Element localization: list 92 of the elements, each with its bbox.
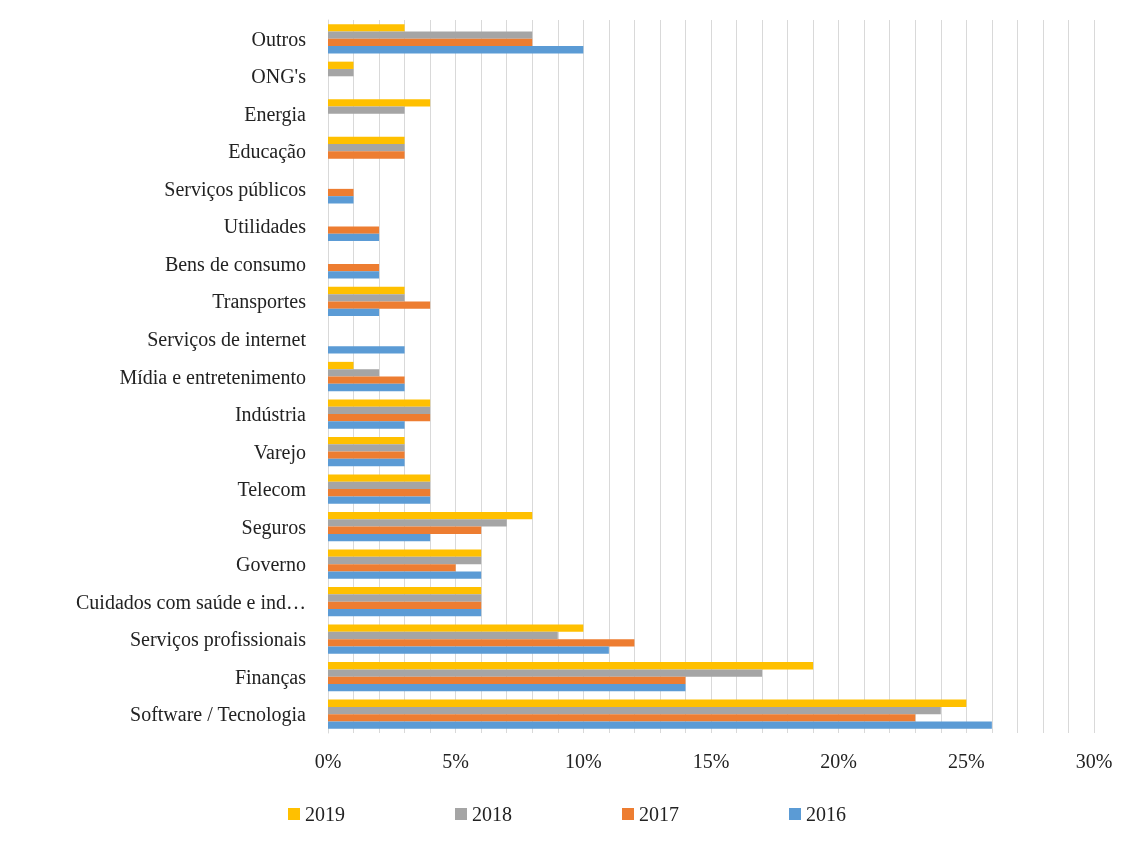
y-tick-label: Serviços profissionais <box>129 628 307 652</box>
y-tick-label: Software / Tecnologia <box>130 703 307 727</box>
y-tick-label: Telecom <box>237 478 307 501</box>
bar <box>328 271 380 279</box>
bar <box>328 549 482 557</box>
bar <box>328 624 584 632</box>
bar <box>328 263 380 272</box>
bar <box>328 399 431 407</box>
bar <box>328 608 482 617</box>
bar <box>328 444 405 452</box>
bar <box>328 451 405 459</box>
bar <box>328 571 482 579</box>
bar <box>328 556 482 565</box>
bar <box>328 669 763 677</box>
y-tick-label: Seguros <box>241 515 307 539</box>
y-tick-label: Governo <box>236 553 306 576</box>
bar <box>328 496 431 504</box>
bar <box>328 24 405 32</box>
bar <box>328 714 916 722</box>
bar <box>328 489 431 497</box>
bar <box>328 519 507 527</box>
x-tick-label: 0% <box>314 750 342 772</box>
bar <box>328 646 609 654</box>
bar <box>328 346 405 354</box>
bar <box>328 676 686 685</box>
x-tick-label: 30% <box>1075 750 1113 772</box>
y-tick-label: Cuidados com saúde e ind… <box>76 590 306 613</box>
bar <box>328 61 354 69</box>
bar <box>328 106 405 114</box>
bar <box>328 151 405 159</box>
y-tick-label: Finanças <box>234 665 307 689</box>
bar <box>328 414 431 422</box>
y-tick-label: Educação <box>228 140 306 164</box>
x-tick-label: 10% <box>565 750 602 772</box>
bar <box>328 526 482 534</box>
bar <box>328 721 992 729</box>
bar <box>328 383 405 392</box>
bar <box>328 376 405 384</box>
bar <box>328 188 354 197</box>
y-tick-label: Energia <box>244 102 307 126</box>
bar <box>328 481 431 490</box>
bar <box>328 594 482 602</box>
bar <box>328 308 380 317</box>
bar <box>328 38 533 47</box>
bar <box>328 474 431 482</box>
y-tick-label: Mídia e entretenimento <box>119 365 306 388</box>
legend-label: 2017 <box>639 803 679 825</box>
y-tick-label: Serviços públicos <box>164 177 307 201</box>
legend-label: 2018 <box>472 803 512 825</box>
legend-label: 2019 <box>305 803 345 825</box>
y-tick-label: Serviços de internet <box>147 327 307 351</box>
bar <box>328 511 533 520</box>
bar <box>328 662 814 670</box>
x-tick-label: 5% <box>442 750 469 772</box>
bar <box>328 639 635 647</box>
bar <box>328 587 482 595</box>
bar <box>328 286 405 295</box>
bar <box>328 144 405 152</box>
bar <box>328 684 686 692</box>
bar <box>328 99 431 107</box>
y-tick-label: Utilidades <box>223 215 307 238</box>
bar <box>328 601 482 609</box>
y-tick-label: Outros <box>251 27 307 50</box>
bar <box>328 233 380 242</box>
bar <box>328 31 533 39</box>
bar <box>328 226 380 234</box>
x-tick-label: 15% <box>692 750 730 772</box>
y-tick-label: Bens de consumo <box>164 252 306 275</box>
y-tick-label: Varejo <box>253 440 306 464</box>
bar <box>328 68 354 77</box>
bar <box>328 436 405 445</box>
bar <box>328 196 354 204</box>
bar <box>328 369 380 377</box>
bar <box>328 421 405 429</box>
bar <box>328 564 456 572</box>
y-tick-label: ONG's <box>251 65 307 88</box>
y-tick-label: Indústria <box>234 403 307 426</box>
bar <box>328 699 967 707</box>
bar <box>328 406 431 415</box>
bar <box>328 46 584 54</box>
bar <box>328 533 431 542</box>
x-tick-label: 25% <box>948 750 985 772</box>
bar <box>328 458 405 467</box>
legend-label: 2016 <box>806 803 846 825</box>
bar <box>328 301 431 309</box>
bar <box>328 706 941 715</box>
x-tick-label: 20% <box>820 750 857 772</box>
y-tick-label: Transportes <box>212 290 307 314</box>
bar <box>328 136 405 145</box>
bar <box>328 361 354 370</box>
bar <box>328 631 558 640</box>
bar <box>328 294 405 302</box>
